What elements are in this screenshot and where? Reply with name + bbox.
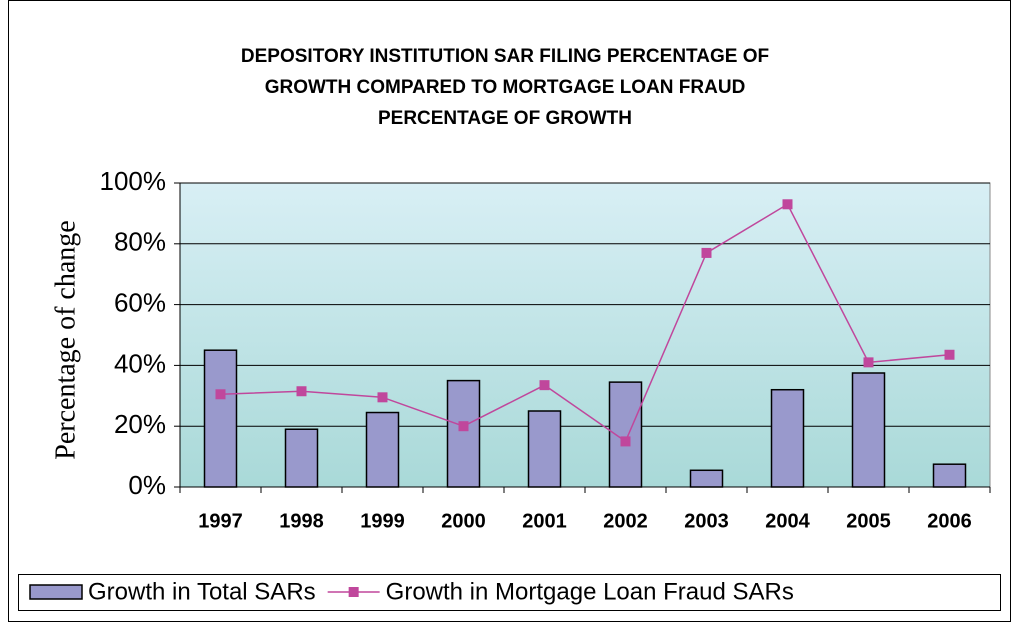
chart-title: DEPOSITORY INSTITUTION SAR FILING PERCEN… bbox=[241, 46, 769, 67]
y-tick-label: 20% bbox=[114, 409, 166, 439]
x-tick-label: 2000 bbox=[441, 510, 486, 532]
marker bbox=[539, 380, 550, 391]
bar bbox=[608, 381, 643, 488]
legend-label: Growth in Total SARs bbox=[88, 578, 316, 605]
x-tick-label: 1999 bbox=[360, 510, 405, 532]
marker bbox=[620, 436, 631, 447]
bar bbox=[527, 410, 562, 488]
bar bbox=[932, 463, 967, 488]
x-tick-label: 2002 bbox=[603, 510, 648, 532]
x-tick-label: 2006 bbox=[927, 510, 972, 532]
legend-label: Growth in Mortgage Loan Fraud SARs bbox=[386, 578, 794, 605]
bar bbox=[284, 428, 319, 488]
legend-box bbox=[18, 574, 1001, 611]
marker bbox=[944, 349, 955, 360]
marker bbox=[701, 247, 712, 258]
x-tick-label: 2001 bbox=[522, 510, 567, 532]
marker bbox=[215, 389, 226, 400]
chart-title: PERCENTAGE OF GROWTH bbox=[378, 108, 632, 129]
legend-swatch bbox=[29, 584, 83, 600]
y-tick-label: 0% bbox=[128, 470, 166, 500]
marker bbox=[377, 392, 388, 403]
line bbox=[220, 203, 950, 443]
x-tick-label: 2005 bbox=[846, 510, 891, 532]
chart-title: GROWTH COMPARED TO MORTGAGE LOAN FRAUD bbox=[265, 77, 746, 98]
x-tick-label: 1998 bbox=[279, 510, 324, 532]
y-tick-label: 40% bbox=[114, 348, 166, 378]
bar bbox=[446, 379, 481, 488]
legend-marker bbox=[348, 587, 359, 597]
bar bbox=[365, 411, 400, 488]
marker bbox=[296, 386, 307, 397]
y-tick-label: 100% bbox=[100, 166, 167, 196]
y-tick-label: 60% bbox=[114, 287, 166, 317]
bar bbox=[689, 469, 724, 488]
x-tick-label: 2003 bbox=[684, 510, 729, 532]
bar bbox=[851, 372, 886, 488]
y-tick-label: 80% bbox=[114, 227, 166, 257]
bar bbox=[203, 349, 238, 488]
y-axis-label: Percentage of change bbox=[50, 220, 81, 459]
marker bbox=[782, 199, 793, 210]
marker bbox=[863, 357, 874, 368]
x-tick-label: 2004 bbox=[765, 510, 810, 532]
bar bbox=[770, 388, 805, 488]
x-tick-label: 1997 bbox=[198, 510, 243, 532]
marker bbox=[458, 421, 469, 432]
